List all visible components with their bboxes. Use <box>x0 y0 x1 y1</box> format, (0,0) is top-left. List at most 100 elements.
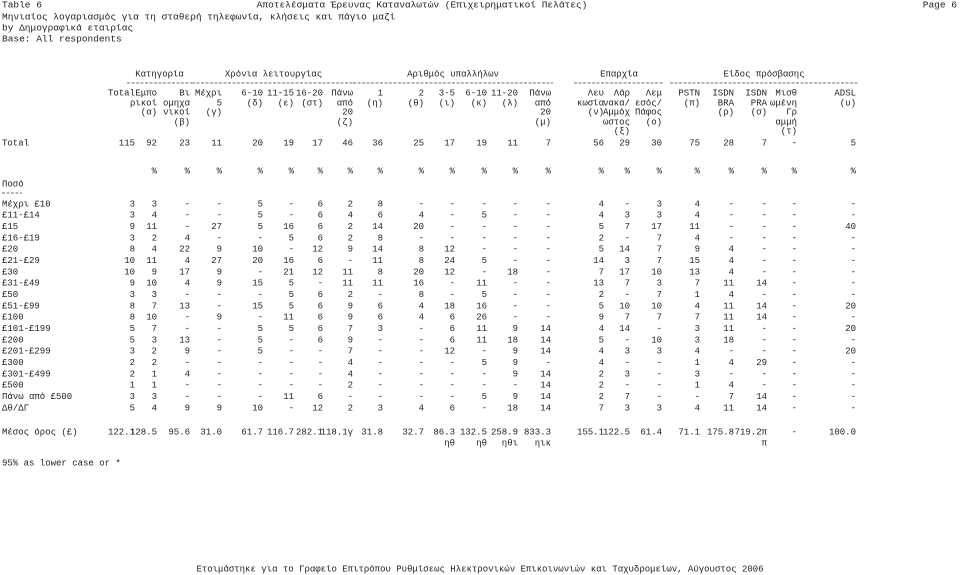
cell: 14 <box>540 335 551 345</box>
cell: 9 <box>217 267 222 277</box>
total-cell: 5 <box>851 138 856 148</box>
cell: 6 <box>318 233 323 243</box>
cell: - <box>378 290 383 300</box>
cell: 17 <box>651 222 662 232</box>
cell: - <box>482 403 487 413</box>
cell: 7 <box>657 290 662 300</box>
cell: 7 <box>657 245 662 255</box>
cell: 14 <box>593 256 604 266</box>
significance: ηικ <box>535 438 551 448</box>
cell: 14 <box>619 245 630 255</box>
cell: 11 <box>476 324 487 334</box>
cell: 9 <box>513 369 518 379</box>
cell: 11 <box>146 256 157 266</box>
cell: 11 <box>723 403 734 413</box>
cell: 14 <box>756 279 767 289</box>
cell: 10 <box>651 335 662 345</box>
cell: 4 <box>419 211 424 221</box>
mean-cell: 61.4 <box>640 427 662 437</box>
cell: - <box>762 267 767 277</box>
row-label: £100 <box>2 313 24 323</box>
cell: 6 <box>318 335 323 345</box>
mean-cell: 719.2π <box>735 427 768 437</box>
cell: - <box>419 335 424 345</box>
column-header: (σ) <box>751 107 767 117</box>
group-header: Αριθμός υπαλλήλων <box>407 69 499 79</box>
column-header: ωμένη <box>770 98 797 108</box>
cell: - <box>419 392 424 402</box>
total-cell: 11 <box>507 138 518 148</box>
row-label: £200 <box>2 335 24 345</box>
column-header: ομηχα <box>163 98 191 108</box>
cell: - <box>513 381 518 391</box>
cell: 10 <box>124 256 135 266</box>
cell: 26 <box>476 313 487 323</box>
description: by Δημογραφικά εταιρίας <box>2 23 133 34</box>
cell: 5 <box>482 211 487 221</box>
cell: 7 <box>695 313 700 323</box>
cell: 3 <box>625 369 630 379</box>
mean-cell: 155.1 <box>577 427 604 437</box>
cell: 9 <box>348 301 353 311</box>
cell: 2 <box>599 233 604 243</box>
cell: 7 <box>625 279 630 289</box>
percent-sign: % <box>625 166 631 176</box>
cell: - <box>185 381 190 391</box>
cell: 7 <box>152 301 157 311</box>
cell: - <box>217 347 222 357</box>
cell: - <box>851 267 856 277</box>
percent-sign: % <box>258 166 264 176</box>
cell: 3 <box>378 403 383 413</box>
cell: 4 <box>599 324 604 334</box>
percent-sign: % <box>152 166 158 176</box>
cell: 9 <box>348 245 353 255</box>
cell: - <box>851 256 856 266</box>
cell: 20 <box>845 324 856 334</box>
total-cell: 56 <box>593 138 604 148</box>
total-cell: 115 <box>119 138 135 148</box>
cell: - <box>450 199 455 209</box>
mean-cell: 118.1γ <box>321 427 354 437</box>
cell: 16 <box>413 279 424 289</box>
column-header: από <box>337 98 353 108</box>
page-number: Page 6 <box>923 0 958 11</box>
cell: 17 <box>179 267 190 277</box>
cell: 10 <box>651 301 662 311</box>
cell: - <box>217 335 222 345</box>
cell: - <box>482 222 487 232</box>
cell: - <box>625 199 630 209</box>
group-header: Κατηγορία <box>135 69 184 79</box>
cell: 14 <box>756 313 767 323</box>
description: Μηνιαίος λογαριασμός για τη σταθερή τηλε… <box>2 12 396 23</box>
cell: - <box>513 290 518 300</box>
cell: 2 <box>152 358 157 368</box>
cell: - <box>419 199 424 209</box>
cell: 24 <box>444 256 455 266</box>
cell: 3 <box>130 347 135 357</box>
mean-cell: 122.5 <box>603 427 630 437</box>
column-header: 20 <box>342 107 353 117</box>
cell: 7 <box>695 279 700 289</box>
cell: 18 <box>444 301 455 311</box>
cell: - <box>289 199 294 209</box>
mean-cell: 86.3 <box>433 427 455 437</box>
cell: - <box>762 211 767 221</box>
column-header: (ζ) <box>337 117 353 127</box>
cell: 7 <box>348 324 353 334</box>
row-label: £301-£499 <box>2 369 51 379</box>
column-header: 20 <box>540 107 551 117</box>
cell: - <box>792 245 797 255</box>
cell: - <box>482 369 487 379</box>
cell: - <box>217 392 222 402</box>
cell: - <box>729 369 734 379</box>
cell: 2 <box>348 233 353 243</box>
column-header: (ξ) <box>614 126 630 136</box>
cell: 9 <box>513 358 518 368</box>
cell: 5 <box>289 301 294 311</box>
mean-cell: 122.1 <box>108 427 135 437</box>
cell: 6 <box>318 290 323 300</box>
cell: - <box>546 211 551 221</box>
cell: 7 <box>657 313 662 323</box>
mean-cell: 116.7 <box>267 427 294 437</box>
cell: - <box>318 369 323 379</box>
